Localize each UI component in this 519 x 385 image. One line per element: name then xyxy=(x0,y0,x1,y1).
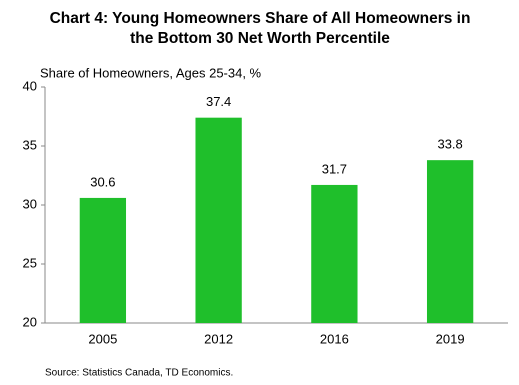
bar xyxy=(195,117,242,324)
chart-title: Chart 4: Young Homeowners Share of All H… xyxy=(49,10,471,47)
y-tick-label: 25 xyxy=(23,255,37,270)
y-tick-label: 35 xyxy=(23,137,37,152)
data-label: 37.4 xyxy=(206,94,231,109)
x-tick-label: 2019 xyxy=(436,331,465,346)
bar xyxy=(311,184,358,323)
y-tick-label: 30 xyxy=(23,196,37,211)
y-axis-label: Share of Homeowners, Ages 25-34, % xyxy=(40,65,262,80)
source-note: Source: Statistics Canada, TD Economics. xyxy=(45,368,233,379)
x-tick-label: 2005 xyxy=(88,331,117,346)
data-label: 33.8 xyxy=(437,137,462,152)
bar xyxy=(79,197,127,323)
x-tick-label: 2016 xyxy=(320,331,349,346)
y-tick-label: 40 xyxy=(23,78,37,93)
bar xyxy=(426,160,474,323)
data-label: 30.6 xyxy=(90,174,115,189)
y-tick-label: 20 xyxy=(23,314,37,329)
x-tick-label: 2012 xyxy=(204,331,233,346)
data-label: 31.7 xyxy=(322,161,347,176)
